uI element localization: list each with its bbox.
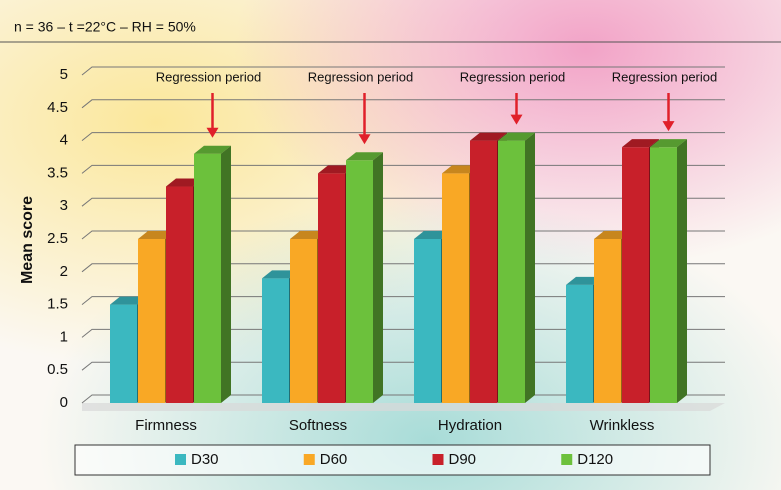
bar-front <box>262 278 289 403</box>
bar-side <box>525 132 535 403</box>
legend-label: D120 <box>577 451 613 468</box>
bar-front <box>194 153 221 403</box>
legend-label: D30 <box>191 451 219 468</box>
x-tick-label: Softness <box>289 417 347 434</box>
bar-front <box>650 147 677 403</box>
bar-top <box>138 231 175 239</box>
y-tick-label: 0.5 <box>47 361 68 378</box>
bar-front <box>318 173 345 403</box>
y-tick-label: 3.5 <box>47 164 68 181</box>
y-tick-label: 4 <box>60 132 68 149</box>
legend-swatch <box>175 454 186 465</box>
bar <box>346 152 383 403</box>
legend-label: D90 <box>449 451 477 468</box>
legend-swatch <box>303 454 315 465</box>
x-tick-label: Wrinkless <box>590 417 655 434</box>
bar-front <box>566 284 593 403</box>
bar-top <box>470 132 507 141</box>
bar-top <box>318 165 355 174</box>
y-axis-label: Mean score <box>19 196 36 284</box>
y-tick-label: 3 <box>60 197 68 214</box>
bar-front <box>442 173 469 403</box>
bar-top <box>414 231 451 239</box>
bar-top <box>622 139 659 148</box>
legend <box>74 444 711 476</box>
bar-top <box>650 139 687 148</box>
bar-top <box>166 178 203 187</box>
bar-front <box>470 140 497 403</box>
bar-side <box>221 145 231 403</box>
bar-front <box>414 239 441 403</box>
bar-front <box>498 140 525 403</box>
annotation: Regression period <box>308 69 414 84</box>
bar-top <box>594 231 631 239</box>
bar-top <box>194 145 231 154</box>
bar <box>498 132 535 403</box>
legend-swatch <box>432 454 444 465</box>
y-tick-label: 2.5 <box>47 230 68 247</box>
bar-top <box>346 152 383 161</box>
bar-front <box>346 160 373 403</box>
x-tick-label: Hydration <box>438 417 502 434</box>
annotation-arrowhead <box>510 114 523 125</box>
bar <box>194 145 231 403</box>
annotation: Regression period <box>156 69 262 84</box>
annotation-arrowhead <box>206 127 219 138</box>
bar <box>650 139 687 403</box>
y-tick-label: 1.5 <box>47 296 68 313</box>
bar-top <box>262 270 299 279</box>
legend-label: D60 <box>320 451 348 468</box>
annotation-arrowhead <box>662 121 675 132</box>
bar-front <box>110 304 137 403</box>
bar-side <box>373 152 383 403</box>
bar-front <box>290 239 317 403</box>
bar-front <box>594 239 621 403</box>
bar <box>166 178 203 403</box>
y-tick-label: 5 <box>60 66 68 83</box>
grid-line <box>81 99 725 109</box>
y-tick-label: 1 <box>60 328 68 345</box>
annotation: Regression period <box>460 69 566 84</box>
bar-front <box>622 147 649 403</box>
floor <box>82 403 725 411</box>
legend-swatch <box>561 454 573 465</box>
y-tick-label: 2 <box>60 263 68 280</box>
bar-top <box>290 231 327 239</box>
bar-side <box>677 139 687 403</box>
bar-front <box>138 239 165 403</box>
annotation: Regression period <box>612 69 718 84</box>
annotation-arrowhead <box>358 134 371 145</box>
grid-line <box>81 66 725 76</box>
y-tick-label: 4.5 <box>47 99 68 116</box>
y-tick-label: 0 <box>60 394 68 411</box>
bar-top <box>442 165 479 174</box>
bar-front <box>166 186 193 403</box>
bar-top <box>498 132 535 141</box>
bar-top <box>110 296 147 305</box>
x-tick-label: Firmness <box>135 417 197 434</box>
subtitle: n = 36 – t =22°C – RH = 50% <box>14 19 196 35</box>
bar-top <box>566 276 603 285</box>
